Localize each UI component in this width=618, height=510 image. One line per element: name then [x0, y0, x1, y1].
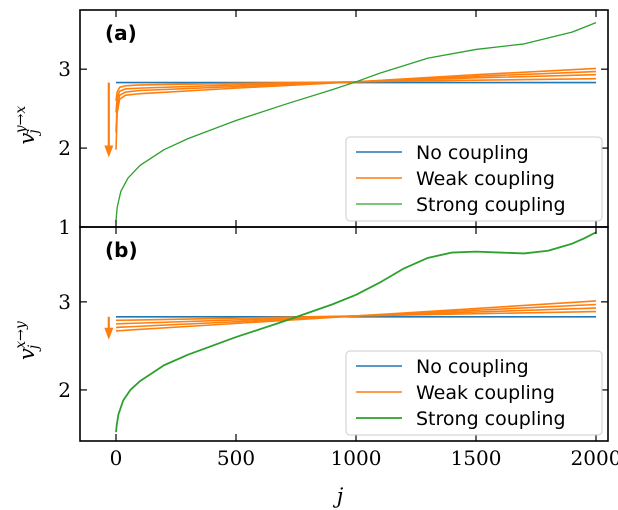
- legend-box: [345, 350, 603, 436]
- panel-b: 2 3 0 500 1000 1500 2000 j (b) vjx→y No coupling We…: [13, 226, 618, 508]
- legend-label: Weak coupling: [416, 168, 555, 190]
- series-line-weak-4: [115, 300, 597, 332]
- legend-label: Weak coupling: [416, 382, 555, 404]
- x-tick-label: 0: [110, 446, 123, 470]
- legend-label: No coupling: [416, 356, 529, 378]
- y-tick-label: 2: [58, 136, 71, 160]
- axes-frame: [79, 226, 609, 442]
- legend-box: [345, 136, 603, 222]
- series-line-weak-4: [115, 67, 597, 150]
- x-tick-label: 500: [217, 446, 255, 470]
- panel-label: (b): [105, 238, 138, 262]
- y-tick-label: 1: [58, 215, 71, 239]
- x-tick-label: 1500: [451, 446, 502, 470]
- arrow-head: [104, 145, 114, 158]
- series-line-strong-5: [115, 231, 597, 433]
- series-line-weak-1: [115, 77, 597, 101]
- y-axis-label: vjx→y: [13, 320, 42, 360]
- series-line-weak-2: [115, 73, 597, 113]
- series-line-weak-3: [115, 70, 597, 133]
- y-tick-label: 2: [58, 378, 71, 402]
- panel-a: 1 2 3 (a) vjy→x No coupling Weak coupling Stron…: [13, 9, 609, 239]
- panel-label: (a): [105, 21, 137, 45]
- x-tick-label: 2000: [571, 446, 618, 470]
- y-tick-label: 3: [58, 57, 71, 81]
- x-axis-label: j: [333, 484, 344, 508]
- legend-label: No coupling: [416, 142, 529, 164]
- series-line-strong-5: [115, 22, 597, 221]
- legend-label: Strong coupling: [416, 408, 566, 430]
- arrow-head: [104, 327, 114, 340]
- y-tick-label: 3: [58, 290, 71, 314]
- legend-label: Strong coupling: [416, 194, 566, 216]
- x-tick-label: 1000: [331, 446, 382, 470]
- y-axis-label: vjy→x: [13, 106, 42, 145]
